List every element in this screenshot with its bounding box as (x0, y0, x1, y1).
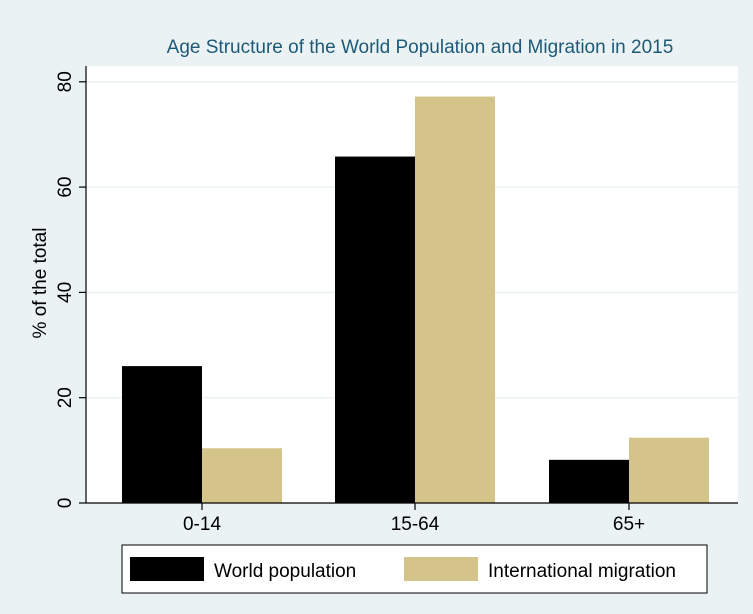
bar-international-migration-15-64 (415, 96, 495, 503)
bar-international-migration-0-14 (202, 448, 282, 503)
x-tick-label: 15-64 (391, 514, 440, 535)
legend-label-international-migration: International migration (488, 561, 676, 582)
y-tick-label: 80 (55, 71, 76, 92)
bar-world-population-65+ (549, 459, 629, 503)
bar-international-migration-65+ (629, 437, 709, 503)
bars (122, 96, 709, 504)
x-tick-labels: 0-14 15-64 65+ (183, 514, 645, 535)
chart-title: Age Structure of the World Population an… (167, 37, 674, 58)
legend-swatch-world-population (130, 557, 204, 581)
legend: World population International migration (121, 544, 708, 594)
y-tick-label: 20 (55, 387, 76, 408)
y-axis-label: % of the total (30, 228, 51, 339)
legend-label-world-population: World population (214, 561, 356, 582)
axes (79, 66, 738, 510)
y-tick-labels: 0 20 40 60 80 (55, 71, 76, 508)
y-tick-label: 60 (55, 177, 76, 198)
bar-world-population-0-14 (122, 366, 202, 503)
y-tick-label: 40 (55, 282, 76, 303)
x-tick-label: 0-14 (183, 514, 221, 535)
x-tick-label: 65+ (613, 514, 645, 535)
legend-swatch-international-migration (404, 557, 478, 581)
bar-world-population-15-64 (335, 156, 415, 504)
y-tick-label: 0 (55, 498, 76, 509)
